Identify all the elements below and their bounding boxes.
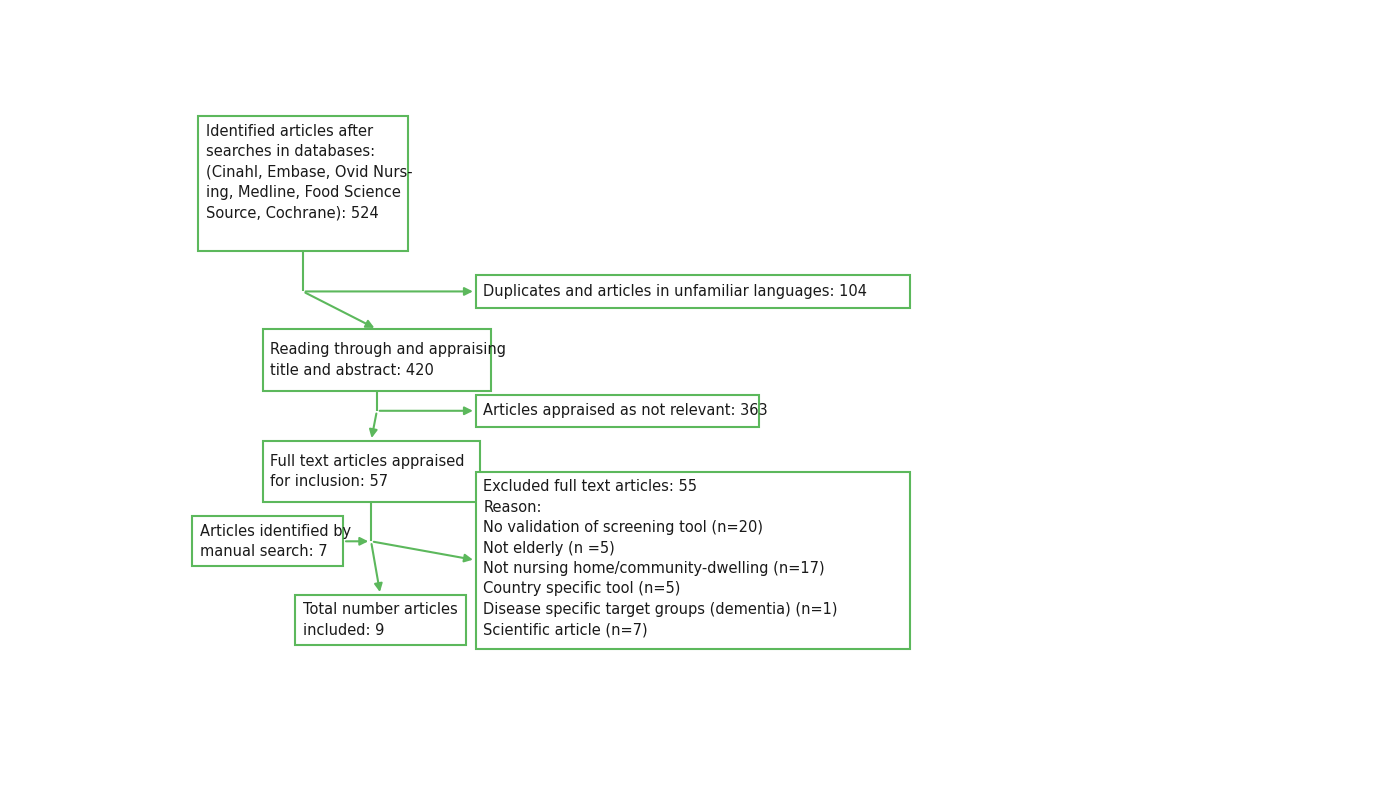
Text: Articles appraised as not relevant: 363: Articles appraised as not relevant: 363 xyxy=(483,403,769,418)
Bar xyxy=(295,595,466,645)
Text: Articles identified by
manual search: 7: Articles identified by manual search: 7 xyxy=(200,523,351,559)
Text: Reading through and appraising
title and abstract: 420: Reading through and appraising title and… xyxy=(270,342,507,377)
Bar xyxy=(476,395,759,427)
Text: Total number articles
included: 9: Total number articles included: 9 xyxy=(302,602,458,637)
Bar xyxy=(263,329,491,391)
Bar xyxy=(192,516,343,567)
Text: Identified articles after
searches in databases:
(Cinahl, Embase, Ovid Nurs-
ing: Identified articles after searches in da… xyxy=(206,123,413,220)
Bar xyxy=(199,116,407,251)
Bar xyxy=(476,275,910,307)
Bar xyxy=(263,441,480,502)
Text: Duplicates and articles in unfamiliar languages: 104: Duplicates and articles in unfamiliar la… xyxy=(483,284,868,299)
Text: Excluded full text articles: 55
Reason:
No validation of screening tool (n=20)
N: Excluded full text articles: 55 Reason: … xyxy=(483,479,839,637)
Bar xyxy=(476,472,910,648)
Text: Full text articles appraised
for inclusion: 57: Full text articles appraised for inclusi… xyxy=(270,454,465,490)
